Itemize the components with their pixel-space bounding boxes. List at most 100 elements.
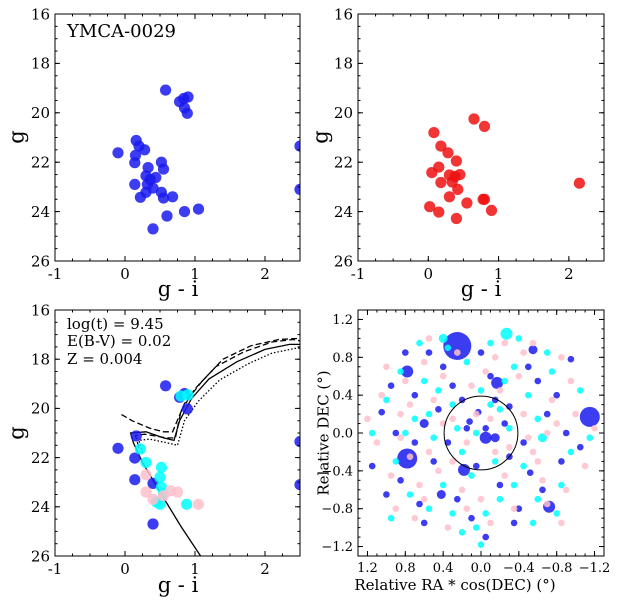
- x-tick-label: 0: [120, 560, 130, 578]
- data-point-s2-2: [449, 415, 456, 423]
- y-tick-label: 26: [31, 252, 50, 270]
- data-point-s2-13: [543, 500, 551, 508]
- y-tick-label: 1.2: [332, 313, 353, 328]
- data-point-s0-19: [444, 439, 452, 446]
- isochrone-line-1: [134, 338, 300, 448]
- data-point-s2-6: [140, 469, 152, 481]
- data-point-s0-38: [520, 439, 527, 446]
- sky-map-points: [364, 327, 600, 548]
- data-point-s2-52: [529, 448, 537, 456]
- data-point-s1-5: [458, 448, 466, 456]
- data-point-s2-51: [383, 363, 390, 371]
- y-tick-label: 16: [334, 5, 353, 23]
- data-point-s1-14: [449, 401, 456, 408]
- y-tick-label: −1.2: [321, 540, 353, 555]
- data-point-s0-21: [430, 458, 438, 465]
- data-point-s2-46: [491, 448, 499, 456]
- data-point-s1-29: [383, 396, 390, 404]
- data-point-s0-28: [496, 481, 504, 489]
- data-point-s1-26: [534, 415, 542, 423]
- x-tick-label: 0.8: [395, 561, 416, 576]
- data-point-s0-27: [192, 203, 205, 215]
- data-point-s1-1: [182, 389, 194, 401]
- x-tick-label: -1: [48, 265, 63, 283]
- data-point-s0-37: [449, 382, 456, 390]
- x-tick-label: -1: [351, 265, 366, 283]
- data-point-s2-4: [157, 490, 170, 502]
- data-point-s2-3: [147, 493, 159, 505]
- data-point-s0-31: [416, 500, 423, 508]
- data-point-s0-11: [490, 433, 500, 443]
- data-point-s0-0: [160, 380, 172, 392]
- data-point-s0-28: [161, 210, 173, 222]
- y-tick-label: 24: [31, 203, 50, 221]
- data-point-s2-36: [572, 410, 579, 418]
- data-point-s1-4: [487, 401, 494, 408]
- data-point-s0-42: [477, 349, 485, 356]
- data-point-s2-24: [558, 354, 565, 361]
- data-point-s2-22: [506, 443, 513, 451]
- data-point-s1-25: [406, 491, 414, 498]
- data-point-s0-11: [129, 157, 141, 169]
- cmd-isochrone-ylabel: g: [4, 426, 28, 439]
- data-point-s2-45: [397, 434, 404, 442]
- cmd-members-xlabel: g - i: [158, 277, 199, 301]
- y-tick-label: 16: [31, 301, 50, 319]
- data-point-s2-10: [435, 467, 442, 475]
- data-point-s2-19: [425, 335, 433, 342]
- data-point-s0-18: [129, 178, 141, 190]
- y-tick-label: 26: [334, 252, 353, 270]
- cmd-field-points: [424, 113, 586, 225]
- cmd-members-frame: [54, 13, 301, 262]
- data-point-s2-44: [520, 349, 527, 356]
- cluster-name-label: YMCA-0029: [66, 21, 176, 42]
- isochrone-line-3: [138, 347, 300, 453]
- data-point-s0-20: [450, 212, 462, 225]
- data-point-s1-28: [506, 425, 513, 432]
- data-point-s0-6: [479, 431, 492, 444]
- data-point-s2-50: [501, 339, 509, 347]
- data-point-s2-27: [416, 481, 423, 489]
- data-point-s2-14: [458, 486, 466, 494]
- x-tick-label: 1: [494, 265, 504, 283]
- y-tick-label: 16: [31, 5, 50, 23]
- data-point-s1-10: [134, 443, 146, 455]
- x-tick-label: −1.2: [579, 561, 611, 576]
- y-tick-label: 0.4: [332, 389, 353, 404]
- data-point-s0-3: [112, 442, 124, 454]
- data-point-s0-4: [442, 147, 454, 159]
- data-point-s0-30: [294, 140, 300, 152]
- data-point-s0-12: [378, 408, 386, 416]
- data-point-s1-9: [181, 498, 193, 510]
- data-point-s1-42: [458, 529, 466, 536]
- data-point-s1-24: [477, 387, 485, 394]
- data-point-s0-15: [526, 469, 534, 477]
- data-point-s1-38: [586, 434, 594, 442]
- data-point-s2-11: [491, 354, 499, 361]
- data-point-s0-6: [129, 474, 141, 486]
- y-tick-label: 0.8: [332, 351, 353, 366]
- data-point-s0-47: [539, 486, 546, 494]
- data-point-s0-26: [178, 206, 191, 218]
- data-point-s0-9: [139, 144, 151, 156]
- y-tick-label: 18: [31, 350, 50, 368]
- data-point-s1-46: [425, 410, 433, 418]
- data-point-s0-50: [473, 462, 480, 470]
- data-point-s0-6: [112, 147, 124, 159]
- data-point-s1-3: [155, 461, 167, 473]
- data-point-s2-31: [373, 439, 381, 446]
- data-point-s0-24: [515, 505, 523, 512]
- cmd-field-panel: -1 0 1 2 16 18 20 22 24 26 g - i g: [308, 5, 605, 301]
- data-point-s2-48: [543, 429, 551, 437]
- x-tick-label: 2: [260, 265, 270, 283]
- data-point-s1-47: [510, 481, 518, 489]
- data-point-s0-2: [181, 403, 193, 415]
- data-point-s2-55: [449, 458, 456, 465]
- data-point-s0-5: [181, 107, 193, 119]
- data-point-s0-8: [528, 345, 538, 355]
- y-tick-label: 0.0: [332, 427, 353, 442]
- data-point-s0-55: [383, 491, 390, 498]
- data-point-s1-49: [496, 406, 504, 413]
- data-point-s0-4: [130, 430, 142, 442]
- data-point-s0-7: [426, 167, 438, 179]
